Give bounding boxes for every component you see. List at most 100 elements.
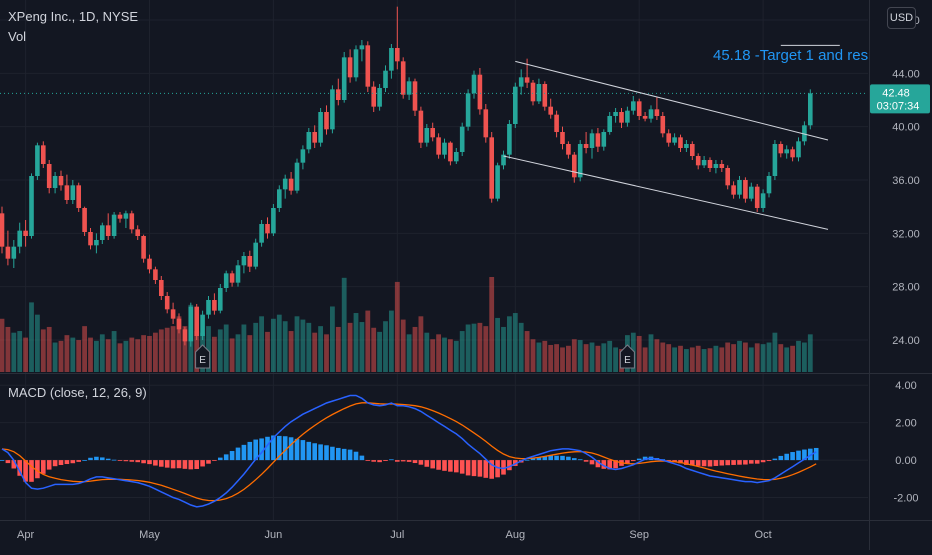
candle-body	[625, 110, 630, 123]
volume-bar	[507, 316, 512, 372]
volume-bar	[772, 332, 778, 372]
candle-body	[371, 86, 376, 107]
volume-bar	[271, 318, 276, 372]
macd-histogram-bar	[760, 460, 766, 463]
macd-histogram-bar	[695, 460, 701, 466]
macd-histogram-bar	[377, 460, 382, 463]
candle-body	[341, 57, 347, 100]
volume-bar	[276, 314, 282, 372]
macd-histogram-bar	[796, 450, 801, 461]
candle-body	[483, 109, 489, 138]
macd-histogram-bar	[176, 460, 182, 469]
candle-body	[719, 164, 725, 168]
macd-histogram-bar	[105, 458, 111, 461]
macd-histogram-bar	[82, 460, 87, 461]
volume-bar	[489, 277, 495, 372]
macd-histogram-bar	[713, 460, 719, 466]
volume-bar	[58, 340, 64, 372]
candle-body	[200, 314, 205, 336]
macd-histogram-bar	[229, 451, 235, 461]
candle-body	[424, 128, 430, 143]
candle-body	[430, 128, 435, 138]
volume-bar	[282, 321, 288, 372]
currency-button[interactable]: USD	[887, 7, 916, 29]
macd-histogram-bar	[241, 444, 247, 461]
candle-body	[613, 112, 618, 116]
candle-body	[666, 133, 671, 143]
volume-bar	[695, 345, 701, 372]
candle-body	[383, 70, 388, 88]
candle-body	[442, 142, 447, 155]
macd-histogram-bar	[35, 460, 40, 479]
volume-bar	[719, 347, 725, 372]
macd-histogram-bar	[277, 435, 282, 461]
macd-tick-label: 2.00	[895, 418, 916, 430]
macd-histogram-bar	[536, 457, 542, 461]
macd-histogram-bar	[790, 452, 795, 461]
macd-histogram-bar	[754, 460, 760, 464]
macd-histogram-bar	[365, 460, 371, 461]
candle-body	[117, 214, 123, 219]
macd-histogram-bar	[117, 460, 123, 461]
candle-body	[412, 81, 418, 111]
volume-bar	[17, 331, 23, 372]
macd-histogram-bar	[707, 460, 713, 467]
macd-histogram-bar	[271, 435, 276, 461]
candle-body	[5, 246, 11, 259]
macd-histogram-bar	[336, 447, 341, 461]
macd-histogram-bar	[477, 460, 483, 477]
time-tick-label: May	[139, 529, 160, 541]
macd-histogram-bar	[164, 460, 170, 468]
candle-body	[400, 61, 406, 95]
volume-bar	[5, 326, 11, 372]
volume-bar	[589, 342, 595, 372]
macd-legend[interactable]: MACD (close, 12, 26, 9)	[8, 385, 147, 400]
volume-bar	[660, 342, 666, 372]
candle-body	[713, 164, 719, 168]
candle-body	[754, 186, 760, 208]
symbol-legend[interactable]: XPeng Inc., 1D, NYSE	[8, 9, 139, 24]
volume-bar	[542, 340, 548, 372]
volume-bar	[796, 340, 801, 372]
candle-body	[660, 116, 666, 134]
volume-bar	[418, 316, 424, 372]
volume-bar	[424, 332, 430, 372]
macd-histogram-bar	[412, 460, 418, 464]
candle-body	[347, 57, 353, 78]
volume-legend[interactable]: Vol	[8, 29, 27, 44]
trend-channel	[503, 44, 840, 230]
volume-bar	[465, 324, 471, 372]
candle-body	[737, 180, 742, 195]
candle-body	[501, 154, 506, 166]
target-annotation[interactable]: 45.18 -Target 1 and res	[713, 47, 869, 64]
candle-body	[389, 48, 394, 71]
candle-body	[318, 112, 323, 143]
volume-bar	[784, 347, 790, 372]
candle-body	[29, 176, 34, 236]
volume-bar	[312, 332, 318, 372]
candle-body	[105, 225, 111, 236]
volume-bar	[235, 334, 241, 372]
candle-body	[135, 229, 140, 236]
macd-histogram-bar	[642, 456, 648, 461]
candle-body	[507, 124, 512, 155]
candle-body	[188, 306, 194, 342]
volume-bar	[206, 326, 211, 372]
volume-bar	[147, 335, 152, 372]
candle-body	[477, 74, 483, 110]
volume-bar	[300, 319, 306, 372]
candle-body	[294, 162, 300, 191]
candle-body	[70, 185, 76, 200]
volume-bar	[554, 344, 559, 372]
volume-bar	[524, 331, 530, 372]
macd-histogram-bar	[684, 460, 689, 465]
macd-histogram-bar	[613, 460, 618, 469]
candlesticks	[0, 6, 868, 347]
volume-bar	[672, 347, 677, 372]
candle-body	[678, 137, 683, 148]
volume-bar	[536, 342, 542, 372]
macd-histogram-bar	[153, 460, 158, 466]
volume-bar	[636, 335, 642, 372]
